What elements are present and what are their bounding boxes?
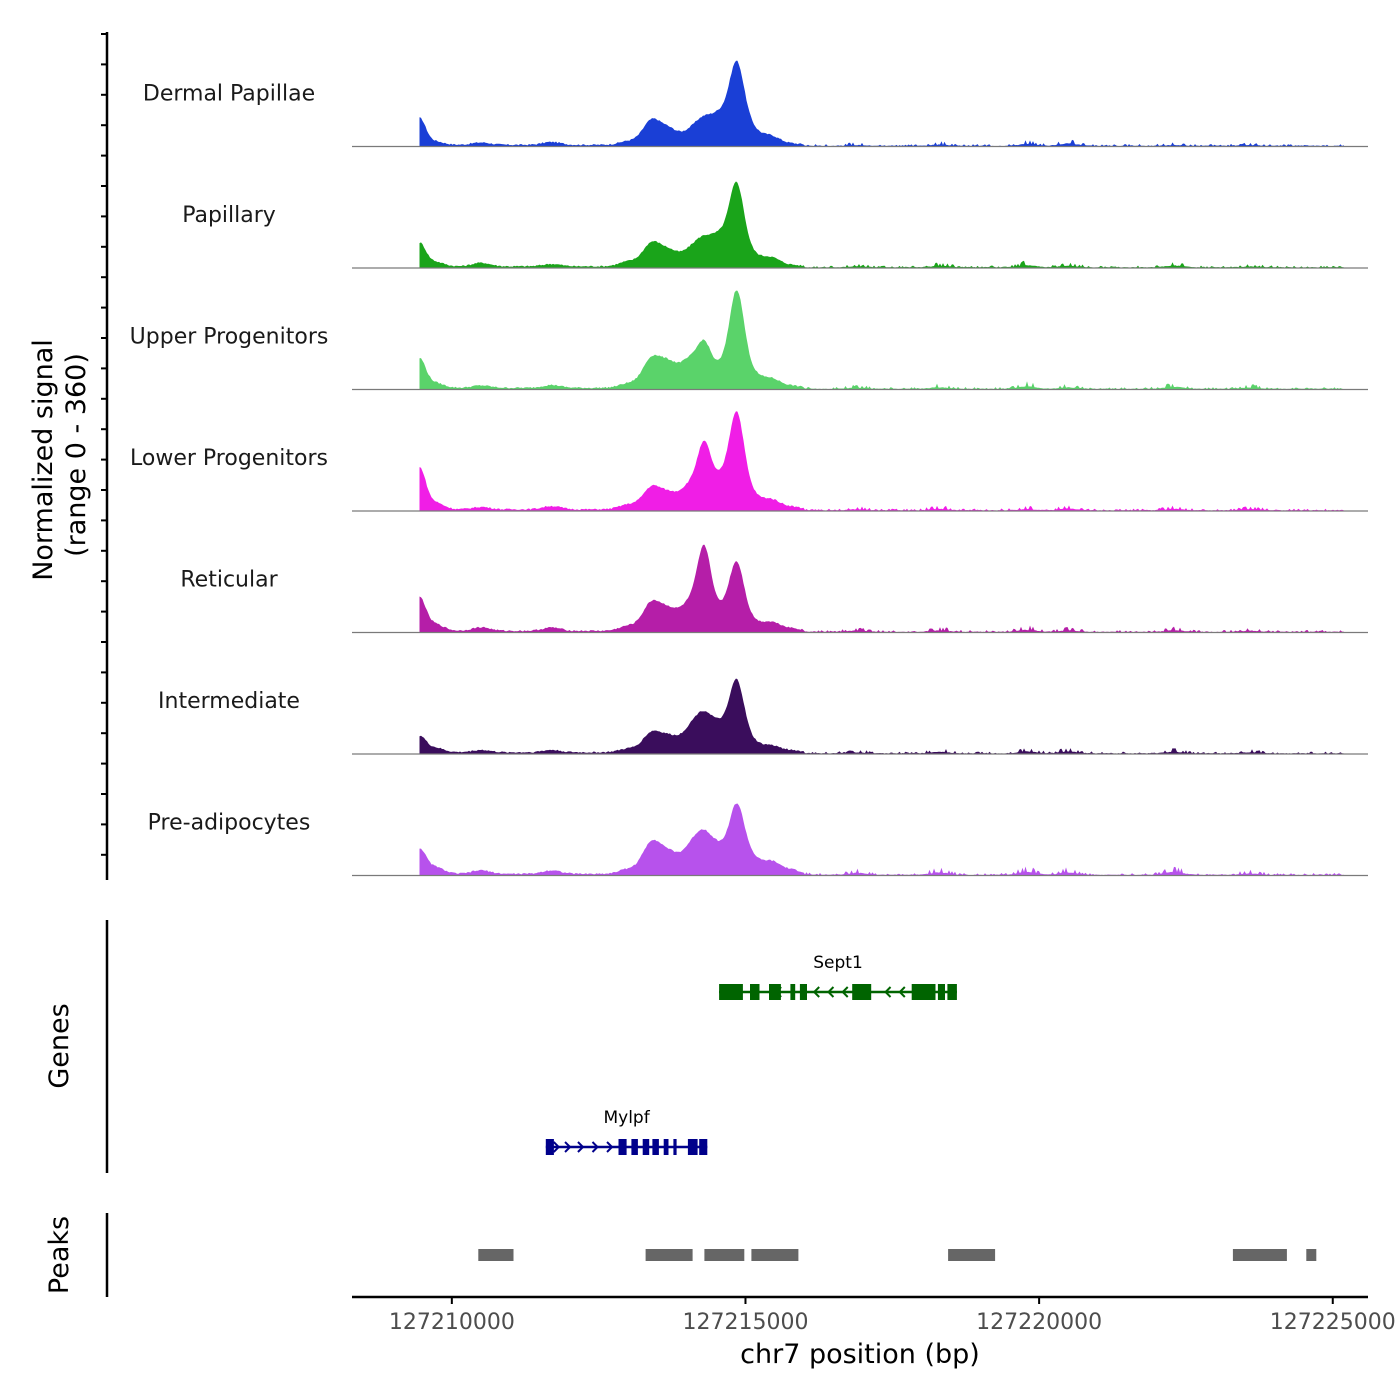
strand-arrow <box>591 1141 599 1153</box>
signal-area <box>419 678 1345 754</box>
strand-arrow <box>898 986 906 998</box>
gene-exon <box>799 984 807 1000</box>
gene-exon <box>687 1139 698 1155</box>
gene-exon <box>790 984 796 1000</box>
signal-area <box>419 544 1345 633</box>
track-lower-progenitors: Lower Progenitors <box>130 411 1368 512</box>
strand-arrow <box>564 1141 572 1153</box>
track-pre-adipocytes: Pre-adipocytes <box>148 803 1368 877</box>
peak-region <box>948 1249 996 1261</box>
peak-region <box>1232 1249 1287 1261</box>
track-label: Dermal Papillae <box>143 82 315 107</box>
strand-arrow <box>827 986 835 998</box>
track-label: Reticular <box>180 568 278 593</box>
gene-exon <box>652 1139 659 1155</box>
track-label: Lower Progenitors <box>130 446 328 471</box>
peak-region <box>1306 1249 1317 1261</box>
gene-mylpf: Mylpf <box>545 1108 708 1155</box>
track-label: Papillary <box>182 203 276 228</box>
signal-axis-title: Normalized signal <box>28 339 59 581</box>
peak-region <box>478 1249 514 1261</box>
gene-label: Mylpf <box>603 1108 650 1128</box>
signal-area <box>419 290 1345 390</box>
peaks-axis-title: Peaks <box>44 1216 75 1294</box>
signal-area <box>419 803 1345 876</box>
gene-exon <box>852 984 872 1000</box>
gene-exon <box>642 1139 650 1155</box>
x-tick-label: 127210000 <box>389 1310 515 1335</box>
x-tick-label: 127220000 <box>976 1310 1102 1335</box>
x-tick-label: 127215000 <box>682 1310 808 1335</box>
signal-axis-range: (range 0 - 360) <box>61 353 92 557</box>
gene-exon <box>947 984 957 1000</box>
strand-arrow <box>884 986 892 998</box>
track-label: Upper Progenitors <box>130 325 329 350</box>
gene-exon <box>673 1139 677 1155</box>
gene-label: Sept1 <box>813 953 863 973</box>
x-tick-label: 127225000 <box>1270 1310 1396 1335</box>
peak-region <box>751 1249 799 1261</box>
strand-arrow <box>577 1141 585 1153</box>
track-label: Pre-adipocytes <box>148 811 311 836</box>
genes-axis-title: Genes <box>44 1003 75 1088</box>
strand-arrow <box>812 986 820 998</box>
strand-arrow <box>606 1141 614 1153</box>
track-reticular: Reticular <box>180 544 1368 634</box>
gene-exon <box>937 984 945 1000</box>
gene-exon <box>631 1139 638 1155</box>
x-axis: 127210000 127215000 127220000 127225000 <box>352 1295 1396 1335</box>
track-dermal-papillae: Dermal Papillae <box>143 60 1368 148</box>
track-upper-progenitors: Upper Progenitors <box>130 290 1368 391</box>
gene-exon <box>545 1139 554 1155</box>
gene-exon <box>699 1139 708 1155</box>
gene-exon <box>911 984 936 1000</box>
peak-region <box>704 1249 745 1261</box>
signal-axis <box>101 32 109 880</box>
signal-area <box>419 181 1345 268</box>
strand-arrow <box>553 1141 561 1153</box>
gene-exon <box>618 1139 627 1155</box>
gene-exon <box>719 984 743 1000</box>
signal-area <box>419 60 1345 147</box>
x-axis-title: chr7 position (bp) <box>740 1339 980 1370</box>
gene-exon <box>750 984 760 1000</box>
coverage-tracks: Dermal Papillae Papillary Upper Progenitor… <box>130 60 1368 877</box>
strand-arrow <box>841 986 849 998</box>
gene-exon <box>663 1139 669 1155</box>
peak-region <box>645 1249 693 1261</box>
peaks-panel <box>478 1249 1317 1261</box>
signal-area <box>419 411 1345 511</box>
track-intermediate: Intermediate <box>158 678 1368 755</box>
track-label: Intermediate <box>158 689 300 714</box>
genes-panel: Sept1 Mylpf <box>545 953 957 1155</box>
strand-arrow <box>774 986 782 998</box>
gene-sept1: Sept1 <box>719 953 957 1000</box>
track-papillary: Papillary <box>182 181 1368 269</box>
